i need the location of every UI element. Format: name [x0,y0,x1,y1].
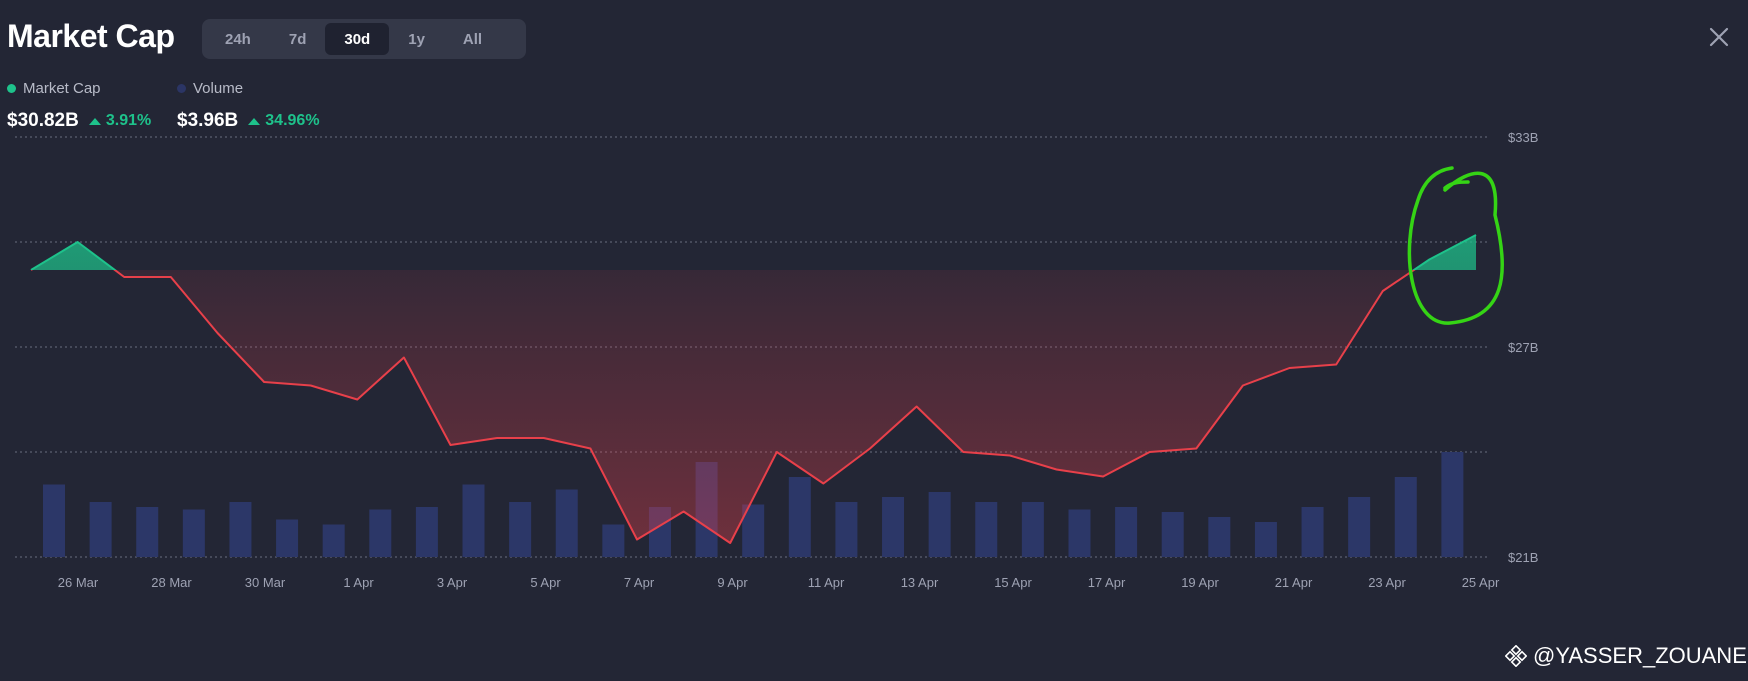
x-tick-label: 7 Apr [624,575,655,590]
x-tick-label: 3 Apr [437,575,468,590]
volume-bar [1068,509,1091,557]
binance-logo-icon [1505,645,1527,667]
x-tick-label: 28 Mar [151,575,192,590]
volume-bar [602,524,625,557]
x-tick-label: 26 Mar [58,575,99,590]
volume-bar [276,519,299,557]
x-axis-labels: 26 Mar 28 Mar 30 Mar 1 Apr 3 Apr 5 Apr 7 Apr 9 … [58,575,1500,590]
timeframe-tabs: 24h 7d 30d 1y All [202,19,526,59]
market-cap-value: $30.82B [7,110,79,131]
volume-change-value: 34.96% [265,112,320,129]
tab-all[interactable]: All [462,30,483,48]
market-cap-dot-icon [7,84,16,93]
volume-bar [415,507,438,557]
area-fill [31,235,1476,543]
volume-bar [1021,502,1044,557]
x-tick-label: 17 Apr [1088,575,1126,590]
volume-change: 34.96% [248,112,320,130]
volume-bar [835,502,858,557]
volume-bar [1161,512,1184,557]
legend-market-cap: Market Cap [7,80,101,97]
volume-bar [1115,507,1138,557]
x-tick-label: 19 Apr [1181,575,1219,590]
volume-bar [43,484,65,557]
hand-drawn-circle-annotation [1407,166,1505,325]
page-title: Market Cap [7,18,175,54]
watermark: @YASSER_ZOUANE [1505,643,1747,669]
y-axis-labels: $33B $27B $21B [1508,130,1538,565]
legend-volume-label: Volume [193,80,244,97]
x-tick-label: 21 Apr [1275,575,1313,590]
market-cap-stat: $30.82B 3.91% [7,110,151,132]
tab-24h[interactable]: 24h [225,30,251,48]
tab-1y[interactable]: 1y [408,30,425,48]
legend-market-cap-label: Market Cap [23,80,101,97]
volume-bar [1348,497,1371,557]
volume-bar [136,507,159,557]
volume-bar [322,524,345,557]
x-tick-label: 25 Apr [1462,575,1500,590]
volume-bar [555,489,578,557]
volume-stat: $3.96B 34.96% [177,110,320,132]
watermark-text: @YASSER_ZOUANE [1533,643,1747,668]
arrow-up-icon [88,117,101,125]
y-tick-label: $21B [1508,550,1538,565]
volume-dot-icon [177,84,186,93]
volume-bar [462,484,485,557]
volume-bar [89,502,112,557]
volume-bar [1208,517,1231,557]
market-cap-change-value: 3.91% [105,112,152,129]
legend-volume: Volume [177,80,243,97]
volume-bar [229,502,252,557]
area-below-baseline [31,270,1476,543]
volume-bar [882,497,905,557]
x-tick-label: 11 Apr [808,575,845,590]
volume-bar [182,509,205,557]
x-tick-label: 15 Apr [994,575,1032,590]
volume-bar [1254,522,1277,557]
tab-7d[interactable]: 7d [288,30,307,48]
volume-bar [1441,452,1464,557]
market-cap-line-down [31,270,1416,544]
y-tick-label: $33B [1508,130,1538,145]
volume-bar [975,502,998,557]
x-tick-label: 9 Apr [717,575,748,590]
arrow-up-icon [248,117,261,125]
volume-bar [928,492,951,557]
volume-bar [1301,507,1324,557]
volume-bar [1394,477,1417,557]
x-tick-label: 30 Mar [245,575,286,590]
y-tick-label: $27B [1508,340,1538,355]
x-tick-label: 23 Apr [1368,575,1406,590]
volume-bar [742,504,765,557]
price-lines [30,234,1477,544]
x-tick-label: 5 Apr [530,575,561,590]
tab-30d[interactable]: 30d [325,23,390,55]
volume-bars [43,452,1464,557]
x-tick-label: 1 Apr [343,575,374,590]
volume-bar [509,502,532,557]
x-tick-label: 13 Apr [901,575,939,590]
volume-bar [788,477,811,557]
close-icon[interactable] [1706,24,1732,50]
market-cap-change: 3.91% [88,112,152,130]
volume-bar [369,509,392,557]
volume-value: $3.96B [177,110,239,131]
